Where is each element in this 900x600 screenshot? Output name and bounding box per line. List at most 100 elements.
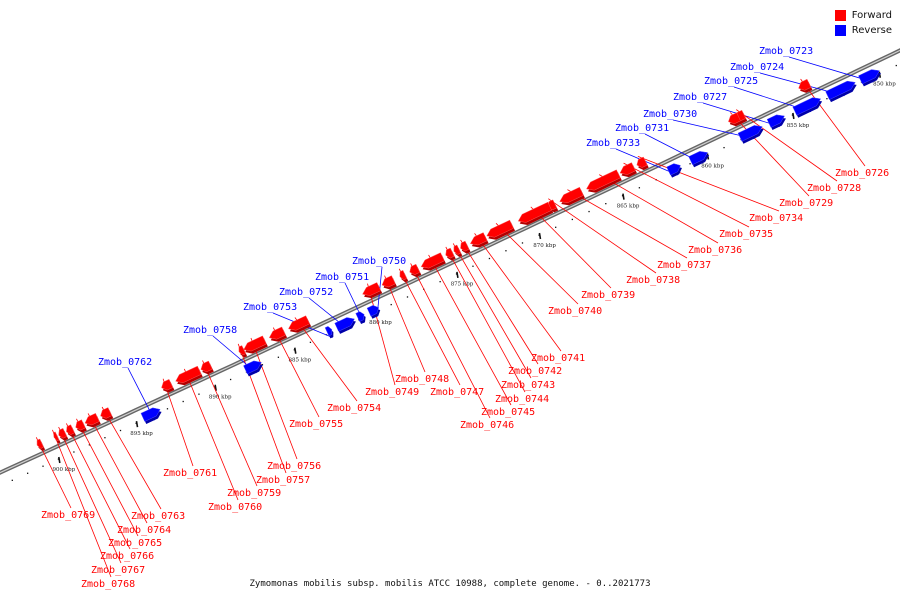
gene-zmob_0730[interactable]	[737, 125, 763, 142]
gene-label[interactable]: Zmob_0734	[749, 213, 803, 224]
gene-label[interactable]: Zmob_0735	[719, 229, 773, 240]
gene-zmob_0752[interactable]	[334, 317, 355, 332]
gene-zmob_0725[interactable]	[792, 97, 822, 116]
gene-zmob_0764[interactable]	[84, 412, 100, 426]
gene-label[interactable]: Zmob_0737	[657, 260, 711, 271]
gene-zmob_0768[interactable]	[53, 431, 60, 442]
gene-zmob_0762[interactable]	[140, 407, 161, 422]
gene-label[interactable]: Zmob_0731	[615, 123, 669, 134]
gene-zmob_0746[interactable]	[409, 263, 421, 275]
gene-label[interactable]: Zmob_0745	[481, 407, 535, 418]
gene-zmob_0767[interactable]	[58, 428, 68, 439]
gene-zmob_0769[interactable]	[36, 438, 44, 449]
leader-line	[367, 283, 396, 386]
gene-label[interactable]: Zmob_0726	[835, 168, 889, 179]
gene-zmob_0760[interactable]	[175, 365, 202, 384]
gene-zmob_0742[interactable]	[460, 240, 470, 252]
gene-zmob_0748[interactable]	[381, 275, 396, 288]
gene-zmob_0741[interactable]	[469, 232, 488, 246]
gene-zmob_0763[interactable]	[100, 407, 113, 419]
gene-label[interactable]: Zmob_0725	[704, 76, 758, 87]
gene-label[interactable]: Zmob_0728	[807, 183, 861, 194]
gene-label[interactable]: Zmob_0744	[495, 394, 549, 405]
gene-zmob_0729[interactable]	[728, 112, 741, 125]
gene-label[interactable]: Zmob_0760	[208, 502, 262, 513]
tick-label: 865 kbp	[617, 203, 640, 209]
gene-label[interactable]: Zmob_0743	[501, 380, 555, 391]
gene-zmob_0737[interactable]	[559, 186, 584, 204]
gene-zmob_0747[interactable]	[399, 269, 408, 281]
leader-line	[162, 378, 194, 467]
gene-zmob_0744[interactable]	[445, 247, 455, 259]
gene-label[interactable]: Zmob_0738	[626, 275, 680, 286]
gene-zmob_0745[interactable]	[420, 252, 445, 269]
gene-label[interactable]: Zmob_0748	[395, 374, 449, 385]
gene-label[interactable]: Zmob_0750	[352, 256, 406, 267]
gene-zmob_0761[interactable]	[161, 378, 174, 391]
gene-zmob_0751[interactable]	[355, 311, 365, 322]
gene-zmob_0731[interactable]	[688, 151, 709, 166]
gene-label[interactable]: Zmob_0755	[289, 419, 343, 430]
gene-label[interactable]: Zmob_0729	[779, 198, 833, 209]
gene-label[interactable]: Zmob_0747	[430, 387, 484, 398]
gene-zmob_0757[interactable]	[238, 345, 246, 356]
leader-line	[495, 223, 579, 305]
leader-line	[428, 254, 512, 406]
minor-tick	[42, 465, 44, 467]
gene-label[interactable]: Zmob_0761	[163, 468, 217, 479]
gene-zmob_0736[interactable]	[586, 169, 621, 191]
gene-zmob_0740[interactable]	[486, 219, 514, 238]
minor-tick	[439, 281, 441, 283]
gene-zmob_0739[interactable]	[517, 201, 553, 223]
gene-label[interactable]: Zmob_0751	[315, 272, 369, 283]
gene-label[interactable]: Zmob_0757	[256, 475, 310, 486]
gene-label[interactable]: Zmob_0766	[100, 551, 154, 562]
gene-label[interactable]: Zmob_0765	[108, 538, 162, 549]
gene-zmob_0765[interactable]	[75, 419, 86, 431]
gene-label[interactable]: Zmob_0727	[673, 92, 727, 103]
gene-label[interactable]: Zmob_0730	[643, 109, 697, 120]
gene-zmob_0726[interactable]	[798, 78, 812, 91]
gene-label[interactable]: Zmob_0724	[730, 62, 784, 73]
gene-label[interactable]: Zmob_0762	[98, 357, 152, 368]
gene-zmob_0724[interactable]	[825, 80, 856, 100]
gene-zmob_0749[interactable]	[362, 282, 382, 296]
gene-label[interactable]: Zmob_0739	[581, 290, 635, 301]
gene-label[interactable]: Zmob_0746	[460, 420, 514, 431]
gene-zmob_0754[interactable]	[288, 315, 310, 331]
gene-label[interactable]: Zmob_0723	[759, 46, 813, 57]
gene-zmob_0734[interactable]	[636, 156, 648, 168]
gene-zmob_0750[interactable]	[366, 305, 380, 317]
gene-label[interactable]: Zmob_0763	[131, 511, 185, 522]
gene-label[interactable]: Zmob_0741	[531, 353, 585, 364]
gene-label[interactable]: Zmob_0753	[243, 302, 297, 313]
gene-label[interactable]: Zmob_0754	[327, 403, 381, 414]
gene-zmob_0759[interactable]	[200, 360, 213, 373]
gene-zmob_0753[interactable]	[324, 326, 333, 337]
gene-features	[36, 69, 881, 451]
gene-label[interactable]: Zmob_0764	[117, 525, 171, 536]
gene-label[interactable]: Zmob_0736	[688, 245, 742, 256]
gene-label[interactable]: Zmob_0752	[279, 287, 333, 298]
gene-zmob_0727[interactable]	[766, 114, 785, 128]
gene-zmob_0758[interactable]	[243, 360, 262, 375]
gene-zmob_0735[interactable]	[619, 162, 636, 175]
gene-zmob_0743[interactable]	[453, 244, 462, 255]
minor-tick	[521, 242, 524, 244]
gene-label[interactable]: Zmob_0767	[91, 565, 145, 576]
gene-label[interactable]: Zmob_0759	[227, 488, 281, 499]
leader-line	[800, 78, 866, 167]
gene-label[interactable]: Zmob_0742	[508, 366, 562, 377]
gene-zmob_0723[interactable]	[858, 69, 880, 85]
gene-zmob_0733[interactable]	[666, 163, 681, 176]
gene-label[interactable]: Zmob_0769	[41, 510, 95, 521]
gene-label[interactable]: Zmob_0749	[365, 387, 419, 398]
gene-zmob_0766[interactable]	[66, 424, 75, 435]
gene-label[interactable]: Zmob_0758	[183, 325, 237, 336]
gene-zmob_0755[interactable]	[268, 326, 286, 340]
gene-label[interactable]: Zmob_0756	[267, 461, 321, 472]
gene-label[interactable]: Zmob_0733	[586, 138, 640, 149]
gene-zmob_0756[interactable]	[243, 335, 267, 352]
gene-label[interactable]: Zmob_0740	[548, 306, 602, 317]
gene-label[interactable]: Zmob_0768	[81, 579, 135, 590]
